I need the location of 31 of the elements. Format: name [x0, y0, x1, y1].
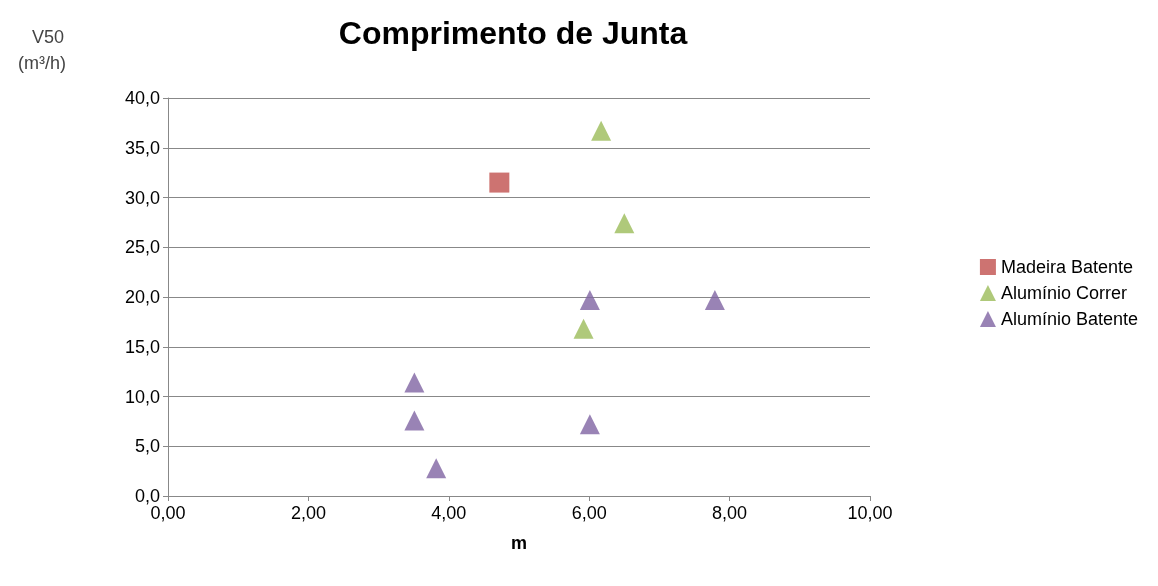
- point: [426, 458, 447, 479]
- point: [404, 372, 425, 393]
- point: [579, 414, 600, 435]
- point: [614, 213, 635, 234]
- legend-label: Alumínio Correr: [1000, 283, 1127, 303]
- x-tick-label: 4,00: [431, 503, 467, 523]
- chart-title: Comprimento de Junta: [338, 15, 688, 51]
- y-tick-label: 40,0: [124, 88, 160, 108]
- y-tick-label: 35,0: [124, 137, 160, 158]
- y-tick-label: 30,0: [124, 187, 160, 208]
- point: [579, 289, 600, 310]
- point: [489, 172, 510, 193]
- point: [573, 318, 594, 339]
- point: [404, 410, 425, 431]
- x-tick-label: 8,00: [712, 503, 748, 523]
- y-axis-title: V50 (m³/h): [18, 27, 66, 73]
- x-tick-label: 6,00: [571, 503, 607, 523]
- y-tick-label: 25,0: [124, 237, 160, 258]
- x-axis-title: m: [510, 533, 528, 553]
- y-tick-label: 20,0: [124, 287, 160, 307]
- y-tick-label: 0,0: [134, 486, 160, 506]
- x-tick-label: 0,00: [150, 503, 186, 523]
- y-tick-label: 5,0: [134, 436, 160, 457]
- y-tick-label: 15,0: [124, 336, 160, 357]
- y-tick-label: 10,0: [124, 386, 160, 407]
- point: [591, 120, 612, 141]
- x-tick-label: 10,00: [847, 503, 893, 523]
- x-tick-label: 2,00: [290, 503, 326, 523]
- point: [704, 289, 725, 310]
- legend-label: Madeira Batente: [1000, 257, 1134, 277]
- legend-label: Alumínio Batente: [1000, 309, 1139, 329]
